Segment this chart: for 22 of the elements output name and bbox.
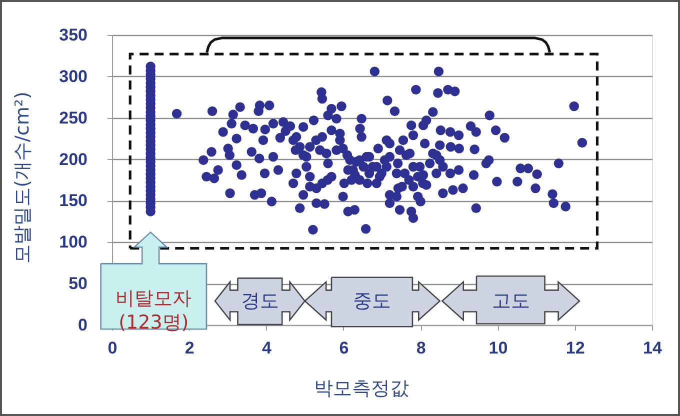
x-tick-label: 14 xyxy=(643,338,662,358)
y-tick-label: 0 xyxy=(78,316,88,334)
x-tick-label: 4 xyxy=(262,338,272,358)
x-tick-label: 12 xyxy=(566,338,585,358)
y-tick-label: 350 xyxy=(59,26,88,44)
annotation: 고도 xyxy=(492,290,530,312)
x-tick-label: 2 xyxy=(184,338,194,358)
x-tick-label: 8 xyxy=(416,338,426,358)
x-tick-label: 10 xyxy=(488,338,508,358)
y-tick-label: 300 xyxy=(59,66,88,86)
x-tick-label: 0 xyxy=(108,338,118,358)
x-tick-label: 6 xyxy=(339,338,349,358)
y-tick-label: 200 xyxy=(59,150,88,169)
y-tick-label: 150 xyxy=(59,191,88,210)
y-tick-label: 50 xyxy=(68,274,88,294)
y-axis-title: 모발밀도(개수/cm²) xyxy=(12,92,34,264)
annotation: 중도 xyxy=(352,290,391,312)
annotation: 경도 xyxy=(241,290,280,312)
y-tick-label: 250 xyxy=(59,108,88,128)
annotation: 비탈모자 (123명) xyxy=(116,287,192,334)
y-tick-label: 100 xyxy=(59,232,88,252)
x-axis-title: 박모측정값 xyxy=(314,378,409,400)
